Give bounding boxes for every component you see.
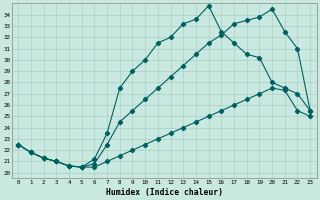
X-axis label: Humidex (Indice chaleur): Humidex (Indice chaleur) — [106, 188, 223, 197]
